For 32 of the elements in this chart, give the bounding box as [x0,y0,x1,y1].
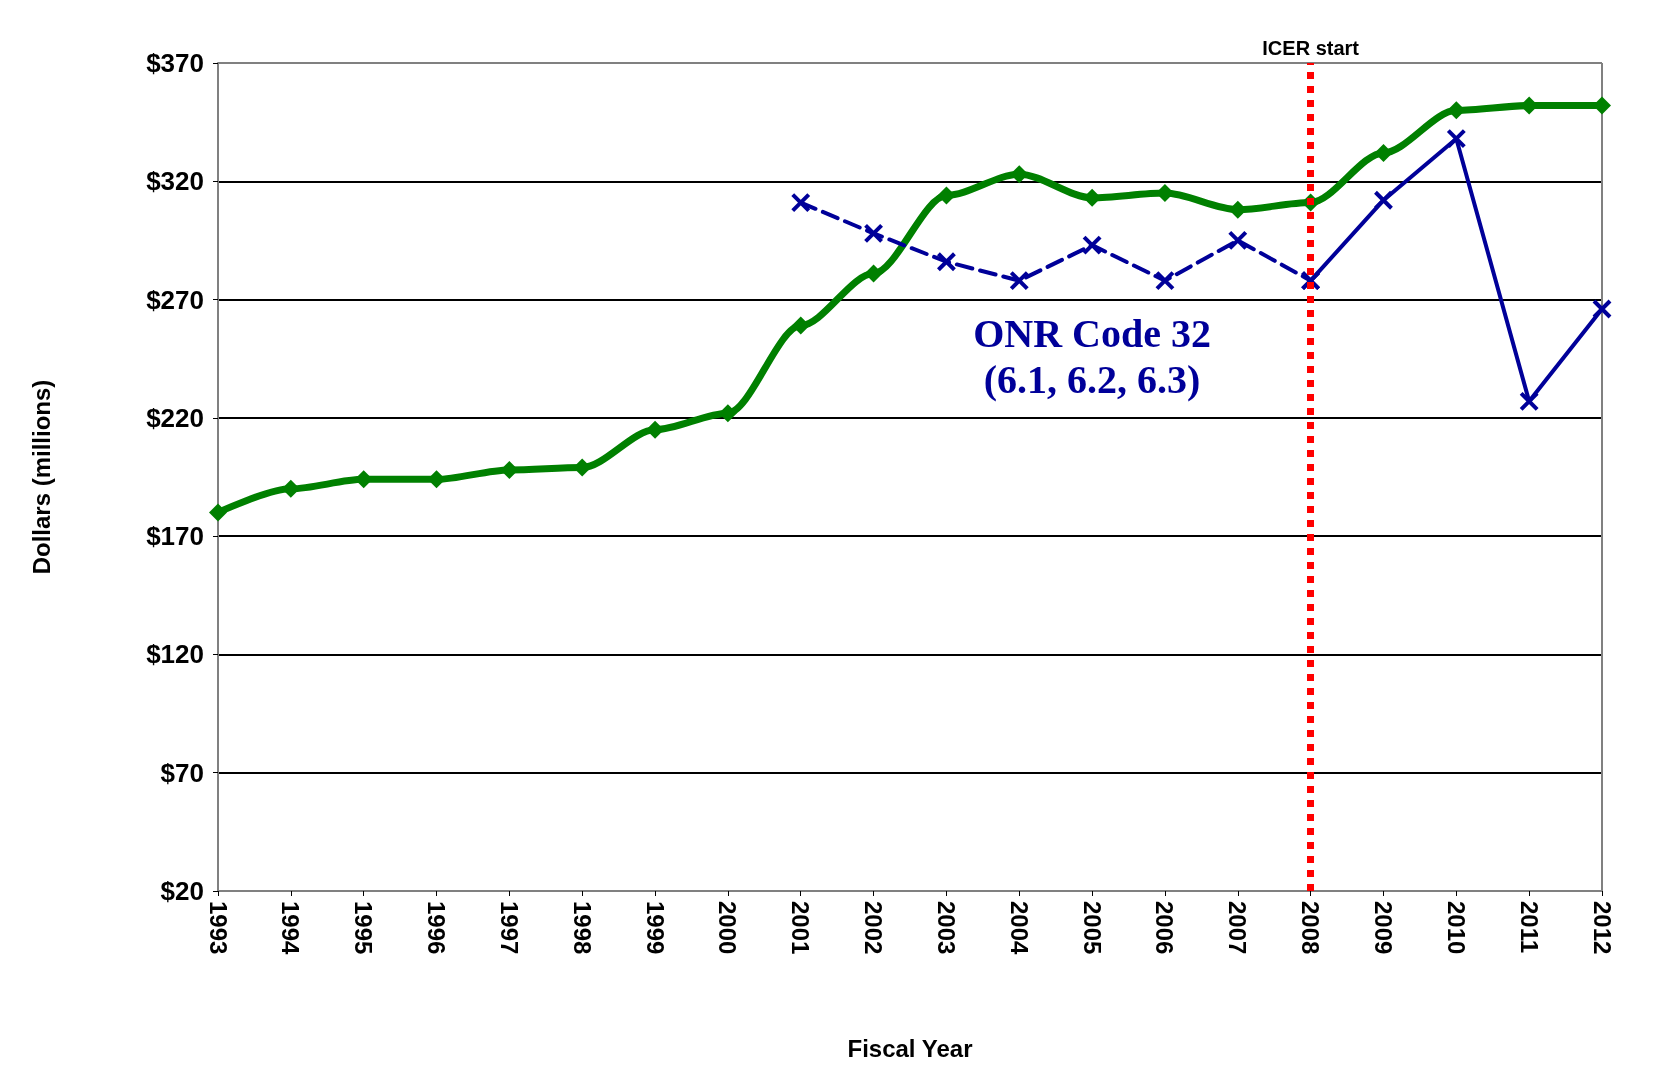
x-tick-label: 2009 [1369,901,1397,955]
x-tick-label: 2000 [714,901,742,955]
x-axis-title: Fiscal Year [847,1034,973,1062]
x-tick-label: 2002 [860,901,888,955]
x-tick-label: 2008 [1297,901,1325,955]
y-tick-label: $320 [146,166,204,197]
y-tick-label: $70 [160,757,204,788]
y-tick-label: $220 [146,402,204,433]
x-tick-label: 2001 [787,901,815,955]
y-axis-title: Dollars (millions) [27,379,55,575]
x-tick-label: 1999 [641,901,669,955]
y-tick-label: $370 [146,48,204,78]
ref-line-label: ICER start [1262,37,1360,59]
x-tick-label: 1997 [495,901,523,955]
x-tick-label: 2005 [1078,901,1106,955]
x-tick-label: 2004 [1005,901,1033,956]
y-tick-label: $270 [146,284,204,315]
x-tick-label: 2007 [1224,901,1252,955]
x-tick-label: 2012 [1588,901,1616,955]
x-tick-label: 1994 [277,901,305,956]
x-tick-label: 1995 [350,901,378,955]
x-tick-label: 2003 [932,901,960,955]
x-tick-label: 2011 [1515,901,1543,954]
y-tick-label: $170 [146,521,204,552]
x-tick-label: 1996 [423,901,451,955]
x-tick-label: 1998 [568,901,596,955]
y-tick-label: $120 [146,639,204,670]
series-label: ONR Code 32 (6.1, 6.2, 6.3) [973,311,1211,403]
x-tick-label: 1993 [204,901,232,955]
x-tick-label: 2006 [1151,901,1179,955]
x-tick-label: 2010 [1442,901,1470,955]
y-tick-label: $20 [160,876,204,906]
